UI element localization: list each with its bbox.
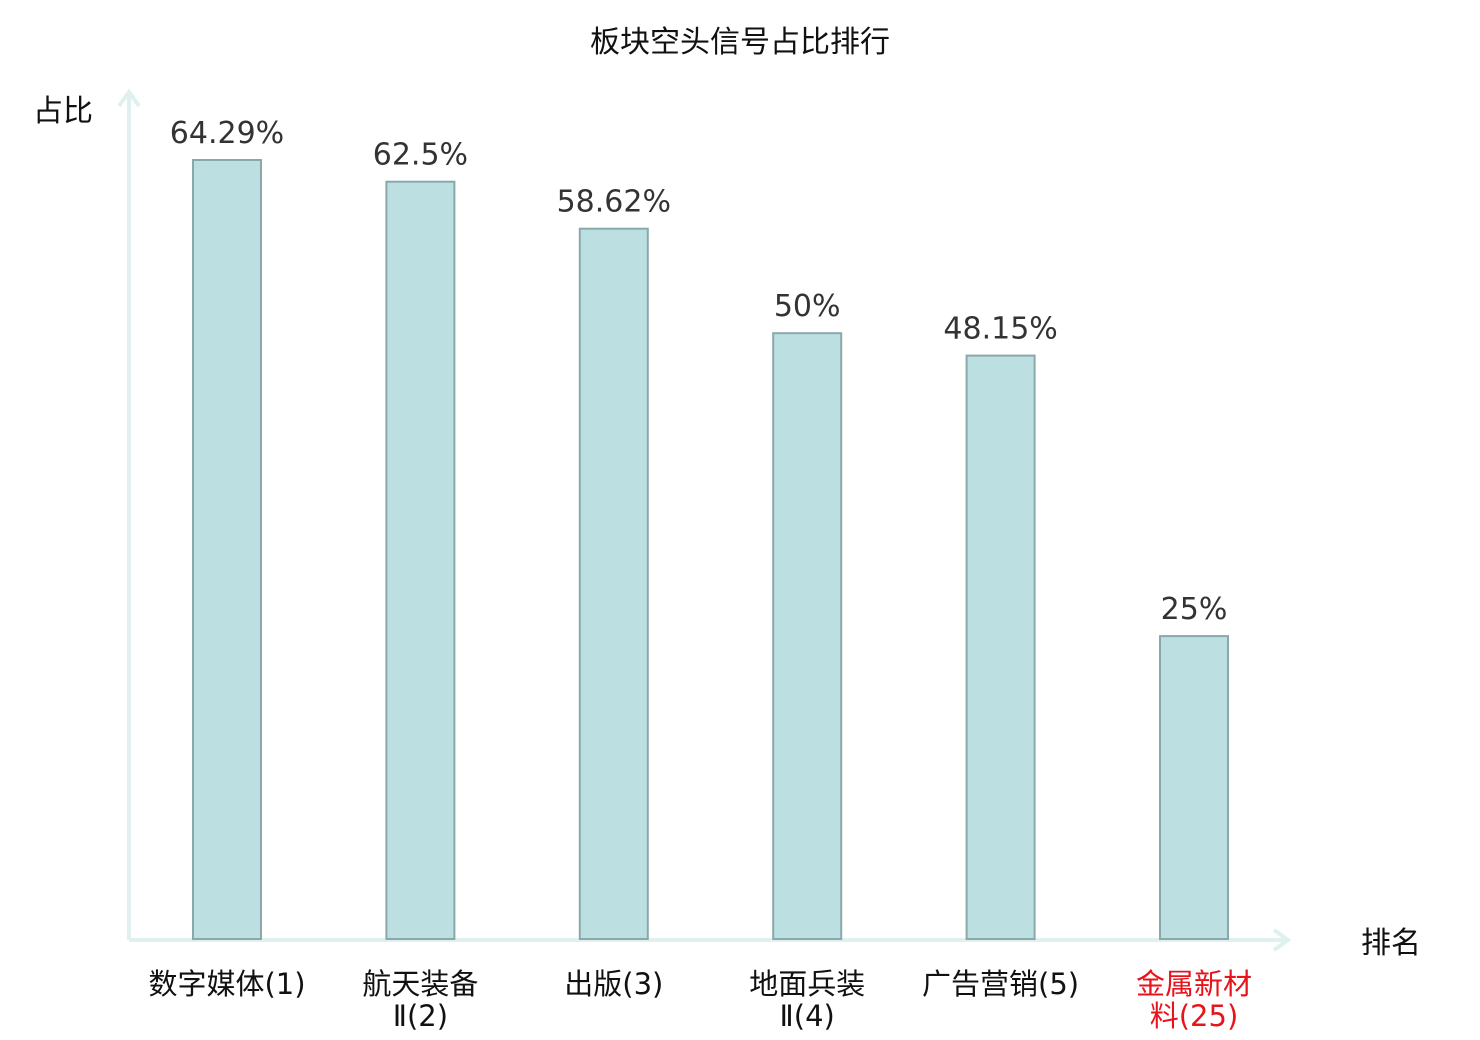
category-label-line: 出版(3)	[564, 967, 663, 1001]
bar-4	[772, 332, 843, 940]
category-label-6: 金属新材料(25)	[1136, 967, 1252, 1033]
y-axis-title: 占比	[33, 94, 93, 129]
category-label-2: 航天装备 Ⅱ(2)	[362, 967, 478, 1033]
category-label-line: Ⅱ(4)	[780, 999, 835, 1033]
category-label-3: 出版(3)	[564, 967, 663, 1001]
bars-group	[192, 159, 1229, 941]
value-label-3: 58.62%	[557, 185, 671, 220]
category-label-line: 地面兵装	[749, 967, 865, 1001]
category-label-line: 数字媒体(1)	[148, 967, 305, 1001]
x-axis-title: 排名	[1361, 926, 1421, 961]
chart-title: 板块空头信号占比排行	[590, 25, 890, 60]
value-label-6: 25%	[1161, 592, 1228, 627]
category-label-4: 地面兵装 Ⅱ(4)	[749, 967, 865, 1033]
category-label-line: Ⅱ(2)	[393, 999, 448, 1033]
bar-3	[578, 227, 649, 940]
bar-2	[385, 180, 456, 940]
value-label-4: 50%	[774, 289, 841, 324]
category-label-line: 广告营销(5)	[922, 967, 1079, 1001]
category-label-5: 广告营销(5)	[922, 967, 1079, 1001]
y-axis-arrow	[117, 88, 141, 108]
value-labels-group: 64.29% 62.5% 58.62% 50% 48.15% 25%	[170, 116, 1228, 627]
category-label-line: 航天装备	[362, 967, 478, 1001]
value-label-1: 64.29%	[170, 116, 284, 151]
bar-1	[192, 159, 262, 940]
category-labels-group: 数字媒体(1) 航天装备 Ⅱ(2) 出版(3) 地面兵装 Ⅱ(4) 广告营销(5) 金属新材料…	[148, 967, 1252, 1033]
bar-6	[1159, 635, 1229, 940]
value-label-5: 48.15%	[943, 312, 1057, 347]
category-label-1: 数字媒体(1)	[148, 967, 305, 1001]
category-label-line: 料(25)	[1150, 999, 1239, 1033]
axes	[117, 88, 1292, 952]
bar-5	[965, 354, 1036, 941]
x-axis-arrow	[1272, 928, 1292, 952]
category-label-line: 金属新材	[1136, 967, 1252, 1001]
value-label-2: 62.5%	[373, 138, 468, 173]
